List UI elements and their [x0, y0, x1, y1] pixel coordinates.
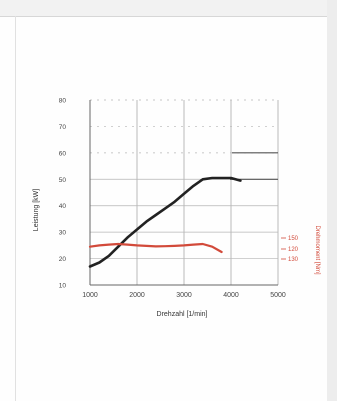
page-right-edge [327, 0, 337, 401]
x-tick-labels: 1000 2000 3000 4000 5000 [82, 292, 286, 299]
y2-axis-label: Drehmoment [Nm] [314, 225, 320, 274]
chart-series [88, 176, 242, 268]
y2-tick-label: 150 [288, 236, 299, 242]
y2-tick-label: 130 [288, 257, 299, 263]
series-line-1 [88, 176, 242, 268]
y-axis-label: Leistung [kW] [33, 189, 40, 231]
y2-tick-labels: 150 120 130 [281, 236, 299, 263]
y-tick-label: 20 [59, 256, 67, 263]
page-top-edge [0, 0, 337, 16]
y-tick-labels: 10 20 30 40 50 60 70 80 [59, 98, 67, 290]
x-tick-label: 5000 [270, 292, 286, 299]
y-tick-label: 80 [59, 98, 67, 105]
x-tick-label: 2000 [129, 292, 145, 299]
y-tick-label: 40 [59, 203, 67, 210]
y-tick-label: 10 [59, 283, 67, 290]
y-tick-label: 50 [59, 177, 67, 184]
series-line-2 [88, 242, 223, 254]
x-tick-label: 3000 [176, 292, 192, 299]
y2-tick-label: 120 [288, 247, 299, 253]
x-axis-label: Drehzahl [1/min] [157, 311, 208, 318]
page-left-rule [15, 16, 16, 401]
y-tick-label: 70 [59, 124, 67, 131]
x-tick-label: 4000 [223, 292, 239, 299]
y-tick-label: 60 [59, 150, 67, 157]
page-top-rule [0, 16, 337, 17]
x-tick-label: 1000 [82, 292, 98, 299]
y-tick-label: 30 [59, 230, 67, 237]
